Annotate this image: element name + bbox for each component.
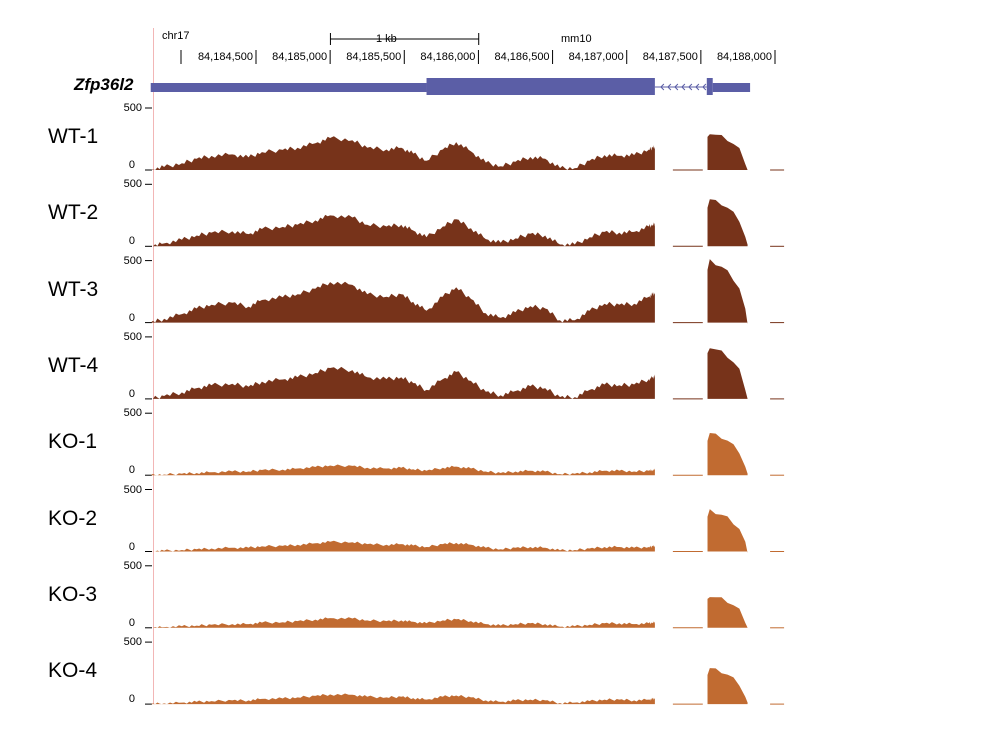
strand-arrow [667, 83, 672, 91]
ruler-tick-label: 84,187,500 [642, 51, 698, 63]
track-label: WT-2 [48, 201, 99, 225]
y-tick-label: 500 [123, 483, 142, 496]
coverage-area-exon2 [707, 597, 748, 628]
coverage-area-exon2 [707, 259, 748, 325]
coverage-area [150, 540, 655, 552]
coverage-area [150, 366, 655, 399]
track-label: KO-3 [48, 582, 98, 606]
y-tick-label: 500 [123, 636, 142, 649]
ruler-tick-label: 84,187,000 [568, 51, 624, 63]
y-tick-label: 0 [128, 616, 135, 629]
track-label: KO-1 [48, 430, 98, 454]
coverage-area [150, 214, 655, 247]
coverage-area [150, 464, 655, 476]
y-tick-label: 500 [123, 330, 142, 343]
y-tick-label: 0 [128, 464, 135, 477]
gene-utr-block [150, 83, 427, 92]
strand-arrow [674, 83, 679, 91]
strand-arrow [660, 83, 665, 91]
ruler-tick-label: 84,184,500 [197, 51, 253, 63]
coverage-area-exon2 [707, 509, 748, 553]
y-tick-label: 500 [123, 407, 142, 420]
strand-arrow [695, 83, 700, 91]
coverage-area-exon2 [707, 668, 748, 705]
coverage-area [150, 693, 655, 705]
coverage-area-exon2 [707, 134, 748, 170]
ruler-tick-label: 84,186,500 [494, 51, 550, 63]
track-label: WT-4 [48, 353, 99, 377]
ruler-tick-label: 84,185,500 [346, 51, 402, 63]
track-label: KO-2 [48, 506, 98, 530]
coverage-area-exon2 [707, 199, 748, 247]
y-tick-label: 0 [128, 235, 135, 248]
y-tick-label: 500 [123, 559, 142, 572]
coverage-area-exon2 [707, 433, 748, 476]
strand-arrow [681, 83, 686, 91]
track-label-divider [153, 28, 154, 704]
track-label: WT-3 [48, 277, 99, 301]
y-tick-label: 500 [123, 178, 142, 191]
coverage-area [150, 136, 655, 170]
y-tick-label: 0 [128, 387, 135, 400]
y-tick-label: 0 [128, 540, 135, 553]
ruler-tick-label: 84,185,000 [272, 51, 328, 63]
coverage-area [150, 281, 655, 323]
track-label: WT-1 [48, 125, 99, 148]
strand-arrow [688, 83, 693, 91]
coverage-area-exon2 [707, 348, 748, 399]
y-tick-label: 0 [128, 311, 135, 324]
strand-arrow [702, 83, 707, 91]
coverage-area [150, 617, 655, 628]
ruler-tick-label: 84,186,000 [420, 51, 476, 63]
gene-exon-block [706, 78, 713, 95]
assembly-label: mm10 [561, 33, 592, 45]
chrom-label: chr17 [162, 30, 190, 42]
y-tick-label: 500 [123, 102, 142, 114]
gene-utr-block [712, 83, 751, 92]
y-tick-label: 0 [128, 159, 135, 171]
gene-name-label: Zfp36l2 [74, 75, 134, 94]
gene-exon-block [426, 78, 655, 95]
y-tick-label: 0 [128, 693, 135, 706]
track-label: KO-4 [48, 659, 98, 683]
ruler-tick-label: 84,188,000 [716, 51, 772, 63]
y-tick-label: 500 [123, 254, 142, 267]
